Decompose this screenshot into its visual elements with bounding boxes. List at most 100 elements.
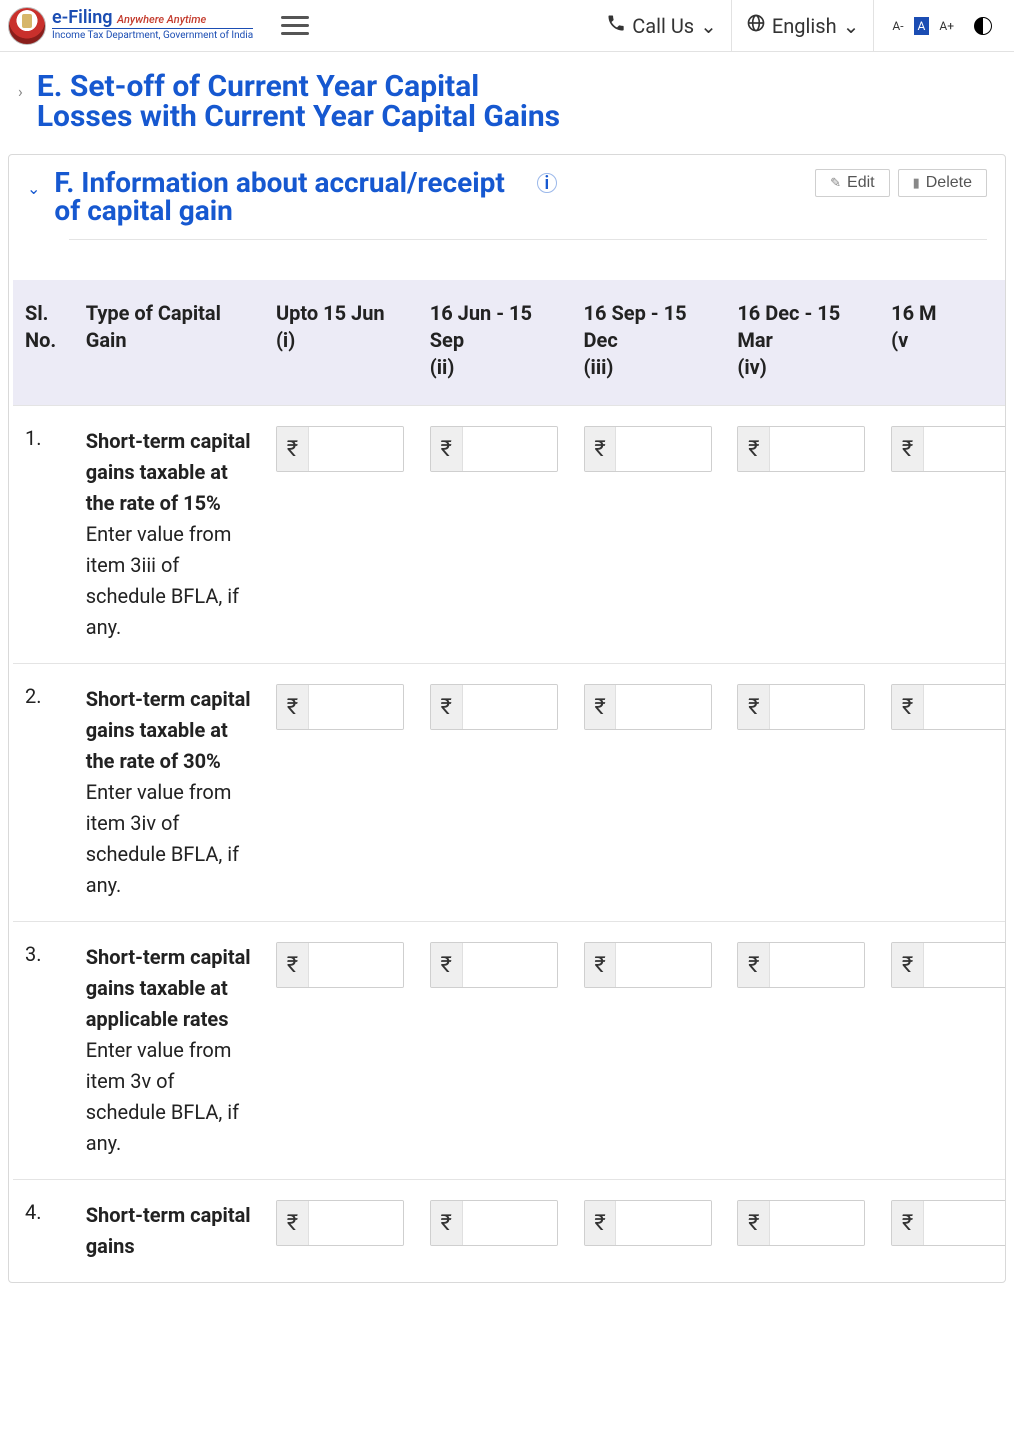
cell-amount: ₹ xyxy=(879,922,1005,1180)
amount-input-group: ₹ xyxy=(430,942,558,988)
cell-amount: ₹ xyxy=(572,406,726,664)
font-increase-button[interactable]: A+ xyxy=(935,17,958,35)
delete-button[interactable]: ▮ Delete xyxy=(898,169,987,197)
edit-button[interactable]: ✎ Edit xyxy=(815,169,889,197)
cell-amount: ₹ xyxy=(725,406,879,664)
table-row: 3.Short-term capital gains taxable at ap… xyxy=(13,922,1005,1180)
amount-input-group: ₹ xyxy=(891,1200,1005,1246)
chevron-down-icon: ⌄ xyxy=(843,14,860,38)
col-16dec-15mar: 16 Dec - 15 Mar(iv) xyxy=(725,280,879,406)
cell-amount: ₹ xyxy=(572,664,726,922)
amount-input[interactable] xyxy=(770,943,864,987)
amount-input[interactable] xyxy=(463,427,557,471)
amount-input[interactable] xyxy=(309,427,403,471)
cell-type: Short-term capital gains taxable at the … xyxy=(74,406,264,664)
rupee-icon: ₹ xyxy=(738,427,770,471)
cell-sl: 3. xyxy=(13,922,74,1180)
amount-input[interactable] xyxy=(770,685,864,729)
rupee-icon: ₹ xyxy=(431,685,463,729)
amount-input[interactable] xyxy=(616,943,710,987)
contrast-toggle[interactable] xyxy=(974,17,992,35)
cell-sl: 2. xyxy=(13,664,74,922)
cell-amount: ₹ xyxy=(418,664,572,922)
cell-amount: ₹ xyxy=(264,406,418,664)
info-icon[interactable]: i xyxy=(537,173,557,193)
cell-type: Short-term capital gains xyxy=(74,1180,264,1283)
rupee-icon: ₹ xyxy=(892,685,924,729)
table-row: 2.Short-term capital gains taxable at th… xyxy=(13,664,1005,922)
capital-gain-table: Sl. No. Type of Capital Gain Upto 15 Jun… xyxy=(13,280,1005,1282)
chevron-right-icon: › xyxy=(18,82,23,101)
amount-input[interactable] xyxy=(463,943,557,987)
amount-input-group: ₹ xyxy=(891,942,1005,988)
rupee-icon: ₹ xyxy=(738,1201,770,1245)
rupee-icon: ₹ xyxy=(585,427,617,471)
cell-type: Short-term capital gains taxable at appl… xyxy=(74,922,264,1180)
amount-input[interactable] xyxy=(616,427,710,471)
amount-input[interactable] xyxy=(924,685,1005,729)
amount-input[interactable] xyxy=(924,943,1005,987)
amount-input[interactable] xyxy=(770,1201,864,1245)
type-bold: Short-term capital gains taxable at the … xyxy=(86,684,252,777)
brand-subtitle: Income Tax Department, Government of Ind… xyxy=(52,28,253,42)
amount-input[interactable] xyxy=(309,685,403,729)
menu-button[interactable] xyxy=(281,11,309,40)
amount-input[interactable] xyxy=(309,943,403,987)
section-e-header[interactable]: › E. Set-off of Current Year Capital Los… xyxy=(6,72,1008,144)
amount-input-group: ₹ xyxy=(276,942,404,988)
amount-input-group: ₹ xyxy=(891,684,1005,730)
amount-input-group: ₹ xyxy=(584,1200,712,1246)
amount-input-group: ₹ xyxy=(276,1200,404,1246)
amount-input-group: ₹ xyxy=(584,426,712,472)
col-16sep-15dec: 16 Sep - 15 Dec(iii) xyxy=(572,280,726,406)
amount-input[interactable] xyxy=(463,1201,557,1245)
language-dropdown[interactable]: English ⌄ xyxy=(731,0,873,51)
rupee-icon: ₹ xyxy=(277,685,309,729)
emblem-icon xyxy=(8,7,46,45)
topbar: e-Filing Anywhere Anytime Income Tax Dep… xyxy=(0,0,1014,52)
rupee-icon: ₹ xyxy=(585,685,617,729)
amount-input[interactable] xyxy=(616,1201,710,1245)
rupee-icon: ₹ xyxy=(431,427,463,471)
rupee-icon: ₹ xyxy=(585,943,617,987)
rupee-icon: ₹ xyxy=(892,427,924,471)
amount-input[interactable] xyxy=(309,1201,403,1245)
brand-main: e-Filing xyxy=(52,7,113,28)
type-sub: Enter value from item 3iv of schedule BF… xyxy=(86,777,252,901)
rupee-icon: ₹ xyxy=(277,1201,309,1245)
amount-input-group: ₹ xyxy=(584,684,712,730)
amount-input-group: ₹ xyxy=(891,426,1005,472)
cell-amount: ₹ xyxy=(879,406,1005,664)
brand-text: e-Filing Anywhere Anytime Income Tax Dep… xyxy=(52,9,253,41)
rupee-icon: ₹ xyxy=(892,1201,924,1245)
cell-type: Short-term capital gains taxable at the … xyxy=(74,664,264,922)
amount-input-group: ₹ xyxy=(737,1200,865,1246)
call-us-dropdown[interactable]: Call Us ⌄ xyxy=(592,0,731,51)
chevron-down-icon[interactable]: ⌄ xyxy=(27,179,40,198)
amount-input[interactable] xyxy=(616,685,710,729)
cell-amount: ₹ xyxy=(879,1180,1005,1283)
section-f-title: F. Information about accrual/receipt of … xyxy=(54,169,504,225)
amount-input[interactable] xyxy=(770,427,864,471)
cell-amount: ₹ xyxy=(572,922,726,1180)
site-logo[interactable]: e-Filing Anywhere Anytime Income Tax Dep… xyxy=(8,7,253,45)
section-f-panel: ⌄ F. Information about accrual/receipt o… xyxy=(8,154,1006,1283)
rupee-icon: ₹ xyxy=(738,685,770,729)
cell-amount: ₹ xyxy=(725,922,879,1180)
cell-amount: ₹ xyxy=(418,1180,572,1283)
rupee-icon: ₹ xyxy=(738,943,770,987)
phone-icon xyxy=(606,13,626,38)
cell-amount: ₹ xyxy=(725,664,879,922)
amount-input[interactable] xyxy=(924,1201,1005,1245)
font-decrease-button[interactable]: A- xyxy=(888,17,907,35)
cell-sl: 1. xyxy=(13,406,74,664)
cell-amount: ₹ xyxy=(572,1180,726,1283)
brand-tagline: Anywhere Anytime xyxy=(117,13,206,26)
cell-amount: ₹ xyxy=(879,664,1005,922)
cell-amount: ₹ xyxy=(264,1180,418,1283)
amount-input-group: ₹ xyxy=(430,684,558,730)
amount-input[interactable] xyxy=(924,427,1005,471)
cell-amount: ₹ xyxy=(725,1180,879,1283)
font-default-button[interactable]: A xyxy=(914,17,930,35)
amount-input[interactable] xyxy=(463,685,557,729)
